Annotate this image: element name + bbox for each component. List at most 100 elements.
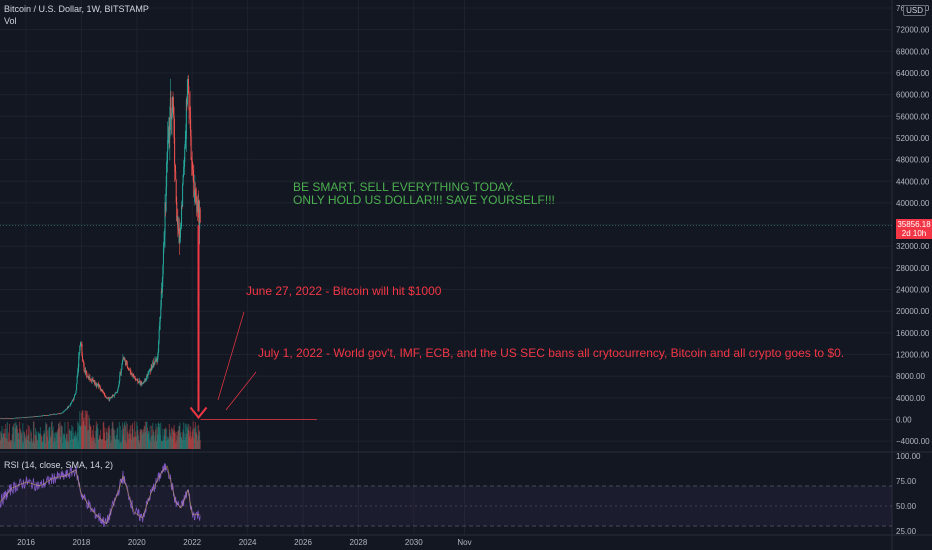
- volume-bar: [61, 426, 63, 449]
- volume-bar: [52, 430, 54, 449]
- candle-body: [65, 408, 67, 410]
- candle-body: [137, 379, 139, 383]
- candle-body: [54, 414, 56, 415]
- candle-body: [160, 306, 162, 318]
- candle-body: [99, 385, 101, 388]
- volume-bar: [154, 429, 156, 449]
- candle-body: [15, 417, 17, 419]
- volume-bar: [117, 439, 119, 449]
- volume-bar: [11, 434, 13, 449]
- candle-body: [106, 397, 108, 399]
- volume-bar: [91, 440, 93, 449]
- price-axis-label: 28000.00: [896, 264, 930, 273]
- candle-body: [10, 418, 12, 419]
- candle-body: [172, 96, 174, 106]
- volume-bar: [152, 422, 154, 449]
- volume-bar: [73, 432, 75, 449]
- candle-body: [186, 79, 188, 105]
- candle-body: [186, 99, 188, 105]
- volume-bar: [121, 430, 123, 449]
- volume-bar: [56, 434, 58, 449]
- candle-body: [23, 417, 25, 418]
- volume-bar: [11, 439, 13, 449]
- candle-body: [118, 384, 120, 388]
- volume-bar: [35, 435, 37, 449]
- volume-bar: [198, 424, 200, 449]
- candle-body: [120, 372, 122, 373]
- candle-body: [127, 366, 129, 369]
- volume-bar: [181, 437, 183, 449]
- volume-bar: [188, 424, 190, 449]
- candle-body: [183, 166, 185, 176]
- volume-bar: [180, 437, 182, 449]
- candle-body: [22, 417, 24, 418]
- green-annotation-line2: ONLY HOLD US DOLLAR!!! SAVE YOURSELF!!!: [293, 193, 555, 207]
- candle-body: [28, 416, 30, 418]
- volume-bar: [30, 429, 32, 449]
- volume-bar: [107, 438, 109, 449]
- candle-body: [143, 381, 145, 384]
- candle-body: [86, 371, 88, 377]
- volume-bar: [174, 433, 176, 449]
- volume-bar: [76, 438, 78, 449]
- volume-bar: [77, 421, 79, 449]
- candle-body: [178, 228, 180, 232]
- volume-bar: [151, 425, 153, 449]
- volume-label[interactable]: Vol: [4, 16, 17, 26]
- volume-bar: [79, 425, 81, 449]
- price-axis-label: 16000.00: [896, 329, 930, 338]
- volume-bar: [72, 439, 74, 449]
- volume-bar: [89, 424, 91, 449]
- candle-body: [173, 105, 175, 116]
- volume-bar: [30, 432, 32, 449]
- candle-body: [124, 359, 126, 361]
- candle-body: [165, 187, 167, 211]
- candle-body: [94, 380, 96, 384]
- candle-body: [97, 383, 99, 385]
- volume-bar: [89, 426, 91, 449]
- volume-bar: [157, 434, 159, 449]
- candle-body: [142, 382, 144, 384]
- volume-bar: [45, 424, 47, 449]
- volume-bar: [114, 430, 116, 449]
- symbol-title[interactable]: Bitcoin / U.S. Dollar, 1W, BITSTAMP: [4, 4, 149, 14]
- volume-bar: [186, 427, 188, 449]
- candle-body: [53, 414, 55, 415]
- candle-body: [132, 374, 134, 376]
- rsi-sma-line: [0, 465, 201, 525]
- candle-body: [179, 237, 181, 244]
- volume-bar: [177, 431, 179, 449]
- volume-bar: [155, 423, 157, 449]
- volume-bar: [105, 431, 107, 449]
- currency-button[interactable]: USD: [903, 5, 926, 16]
- candle-body: [77, 372, 79, 376]
- volume-bar: [13, 423, 15, 449]
- candle-body: [8, 418, 10, 419]
- volume-bar: [47, 440, 49, 449]
- last-price-value: 35856.18: [897, 220, 931, 229]
- volume-bar: [156, 441, 158, 449]
- volume-bar: [112, 421, 114, 449]
- rsi-indicator-label[interactable]: RSI (14, close, SMA, 14, 2): [4, 460, 114, 470]
- candle-body: [90, 380, 92, 381]
- candle-body: [60, 412, 62, 414]
- candle-body: [162, 264, 164, 279]
- volume-bar: [163, 435, 165, 449]
- candle-body: [118, 380, 120, 385]
- volume-bar: [196, 425, 198, 449]
- time-axis-label: 2016: [17, 538, 35, 547]
- volume-bar: [103, 421, 105, 449]
- candle-body: [153, 363, 155, 365]
- candle-body: [43, 415, 45, 416]
- volume-bar: [2, 437, 4, 449]
- volume-bar: [86, 414, 88, 449]
- volume-bar: [84, 410, 86, 449]
- candle-body: [189, 109, 191, 111]
- volume-bar: [14, 423, 16, 449]
- volume-bar: [10, 439, 12, 449]
- volume-bar: [134, 421, 136, 449]
- volume-bar: [49, 426, 51, 449]
- volume-bar: [126, 423, 128, 449]
- candle-body: [133, 374, 135, 378]
- june-callout-line: [217, 311, 245, 401]
